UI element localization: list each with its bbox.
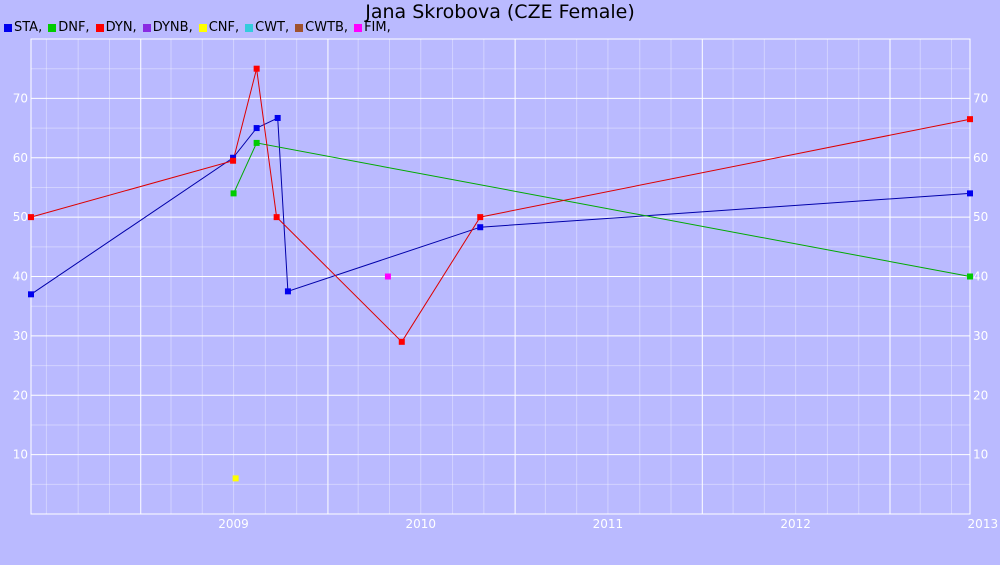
data-point [284, 288, 291, 295]
data-point [253, 125, 260, 132]
y-tick-label-right: 40 [973, 270, 988, 284]
data-point [384, 273, 391, 280]
legend-swatch [245, 23, 254, 32]
y-tick-label-right: 30 [973, 329, 988, 343]
legend-label: CNF, [208, 20, 240, 35]
legend-label: DYNB, [152, 20, 193, 35]
x-tick-label: 2011 [593, 517, 624, 531]
y-tick-label-left: 10 [13, 448, 28, 462]
legend-swatch [198, 23, 207, 32]
x-tick-label: 2009 [218, 517, 249, 531]
y-tick-label-left: 30 [13, 329, 28, 343]
legend-swatch [295, 23, 304, 32]
legend-swatch [354, 23, 363, 32]
y-tick-label-right: 70 [973, 91, 988, 105]
data-point [273, 214, 280, 221]
grid [31, 39, 970, 514]
data-point [967, 116, 973, 123]
legend-item: STA, [4, 20, 42, 35]
x-tick-label: 2013 [968, 517, 999, 531]
y-tick-label-left: 60 [13, 151, 28, 165]
y-tick-label-right: 50 [973, 210, 988, 224]
y-tick-label-right: 10 [973, 448, 988, 462]
legend-label: CWT, [255, 20, 290, 35]
data-point [28, 291, 34, 298]
data-point [477, 214, 484, 221]
data-point [253, 139, 260, 146]
legend-item: CWTB, [295, 20, 348, 35]
y-tick-label-right: 60 [973, 151, 988, 165]
legend-label: DYN, [105, 20, 137, 35]
data-point [967, 273, 973, 280]
data-point [28, 214, 34, 221]
data-point [253, 65, 260, 72]
x-tick-label: 2010 [405, 517, 436, 531]
legend-item: DNF, [48, 20, 90, 35]
legend-swatch [142, 23, 151, 32]
legend-swatch [4, 23, 12, 32]
data-point [230, 190, 237, 197]
legend-swatch [95, 23, 104, 32]
data-point [232, 475, 239, 482]
y-tick-label-right: 20 [973, 388, 988, 402]
tick-labels: 10 10 20 20 30 30 40 40 50 50 60 60 70 70 2009 2010 2011… [13, 91, 998, 531]
series-points [28, 65, 973, 482]
data-point [398, 338, 405, 345]
legend-item: FIM, [354, 20, 391, 35]
legend-label: FIM, [364, 20, 391, 35]
legend-item: DYN, [95, 20, 137, 35]
y-tick-label-left: 50 [13, 210, 28, 224]
data-point [477, 224, 484, 231]
legend-item: DYNB, [142, 20, 193, 35]
y-tick-label-left: 20 [13, 388, 28, 402]
legend-label: STA, [14, 20, 43, 35]
chart-title: Jana Skrobova (CZE Female) [365, 1, 635, 23]
y-tick-label-left: 70 [13, 91, 28, 105]
x-tick-label: 2012 [780, 517, 811, 531]
legend: STA, DNF, DYN, DYNB, CNF, CWT, CWTB, FIM, [4, 20, 397, 35]
y-tick-label-left: 40 [13, 270, 28, 284]
data-point [967, 190, 973, 197]
data-point [274, 114, 281, 121]
legend-label: CWTB, [305, 20, 349, 35]
legend-item: CNF, [198, 20, 240, 35]
legend-label: DNF, [58, 20, 90, 35]
legend-swatch [48, 23, 57, 32]
legend-item: CWT, [245, 20, 289, 35]
data-point [230, 157, 237, 164]
